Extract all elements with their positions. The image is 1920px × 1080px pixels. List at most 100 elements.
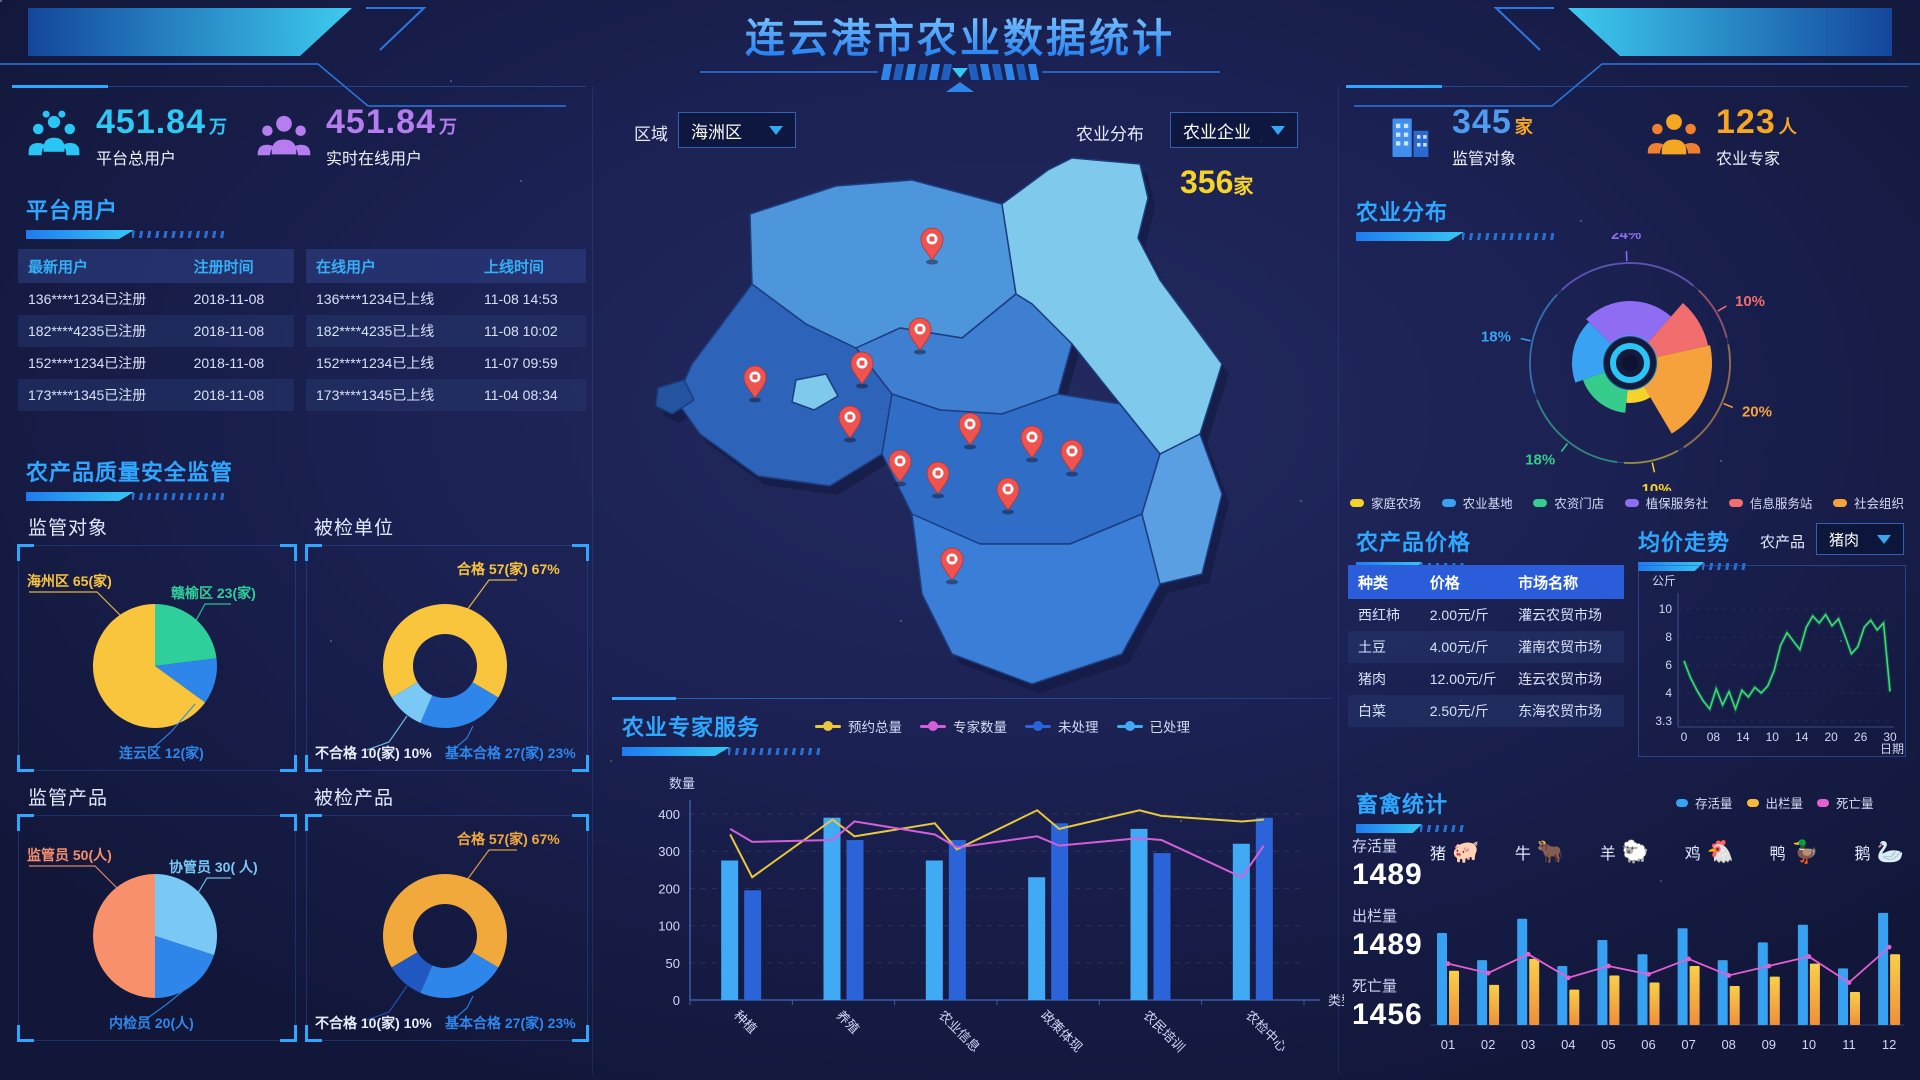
livestock-chart: 01 02 03 04 05 06 07 08 09 10 11 12 bbox=[1430, 912, 1904, 1052]
line-dead[interactable] bbox=[1447, 946, 1890, 984]
region-select[interactable]: 海洲区 bbox=[678, 112, 796, 148]
bar-alive-11[interactable] bbox=[1838, 968, 1848, 1025]
bar-pending-养殖[interactable] bbox=[846, 840, 864, 1000]
bar-out-09[interactable] bbox=[1769, 976, 1780, 1025]
table-cell: 2018-11-08 bbox=[193, 323, 265, 339]
pie-slice-协管员[interactable] bbox=[155, 874, 217, 956]
section-expert-service: 农业专家服务 bbox=[622, 710, 822, 756]
bar-done-农民培训[interactable] bbox=[1130, 828, 1148, 1000]
legend-item-植保服务社[interactable]: 植保服务社 bbox=[1624, 493, 1708, 512]
bar-pending-农民培训[interactable] bbox=[1153, 853, 1171, 1000]
pie-slice-监管员[interactable] bbox=[93, 874, 155, 998]
line-预约总量[interactable] bbox=[729, 809, 1264, 879]
bar-alive-10[interactable] bbox=[1797, 924, 1808, 1025]
bar-alive-05[interactable] bbox=[1597, 940, 1608, 1025]
map-district[interactable] bbox=[1141, 433, 1223, 585]
legend-item-存活量[interactable]: 存活量 bbox=[1676, 793, 1733, 812]
bar-pending-政策体现[interactable] bbox=[1051, 823, 1069, 1000]
animal-item-羊: 羊 🐑 bbox=[1600, 839, 1649, 865]
bar-out-11[interactable] bbox=[1850, 991, 1860, 1025]
table-cell: 灌云农贸市场 bbox=[1518, 607, 1603, 623]
pie-slice-赣榆区[interactable] bbox=[155, 604, 217, 666]
pie-slice-基本合格[interactable] bbox=[420, 682, 499, 728]
bar-alive-09[interactable] bbox=[1757, 942, 1768, 1025]
animal-item-鹅: 鹅 🦢 bbox=[1855, 839, 1904, 865]
product-select[interactable]: 猪肉 bbox=[1816, 523, 1904, 555]
legend-item-专家数量[interactable]: 专家数量 bbox=[920, 716, 1007, 736]
bar-alive-03[interactable] bbox=[1517, 918, 1528, 1025]
y-tick-label: 6 bbox=[1665, 658, 1672, 672]
bar-out-06[interactable] bbox=[1649, 982, 1660, 1025]
bar-out-02[interactable] bbox=[1489, 984, 1500, 1025]
map-district[interactable] bbox=[911, 513, 1161, 685]
bar-alive-01[interactable] bbox=[1437, 932, 1447, 1025]
legend-item-出栏量[interactable]: 出栏量 bbox=[1746, 793, 1803, 812]
map-pin-icon[interactable] bbox=[920, 227, 944, 265]
sunburst-slice-植保服务社[interactable] bbox=[1586, 301, 1672, 363]
bar-done-农检中心[interactable] bbox=[1232, 843, 1250, 1000]
bar-done-养殖[interactable] bbox=[823, 817, 841, 1000]
bar-pending-种植[interactable] bbox=[744, 890, 762, 1000]
pie-slice-合格[interactable] bbox=[383, 874, 507, 968]
bar-pending-农业信息[interactable] bbox=[948, 840, 966, 1000]
bar-out-10[interactable] bbox=[1809, 963, 1820, 1025]
map-pin-icon[interactable] bbox=[743, 365, 767, 403]
map-district[interactable] bbox=[655, 379, 695, 415]
bar-out-03[interactable] bbox=[1529, 958, 1540, 1025]
pie-slice-海州区[interactable] bbox=[93, 604, 206, 728]
map-pin-icon[interactable] bbox=[908, 317, 932, 355]
map-pin-icon[interactable] bbox=[1060, 439, 1084, 477]
slice-label: 不合格 10(家) 10% bbox=[315, 1015, 432, 1031]
pie-slice-合格[interactable] bbox=[383, 604, 507, 698]
legend-item-信息服务站[interactable]: 信息服务站 bbox=[1728, 493, 1812, 512]
bar-out-12[interactable] bbox=[1890, 954, 1901, 1025]
pie-slice-连云区[interactable] bbox=[155, 658, 217, 703]
map-pin-icon[interactable] bbox=[940, 547, 964, 585]
pie-slice-不合格[interactable] bbox=[391, 682, 433, 723]
legend-item-农业基地[interactable]: 农业基地 bbox=[1441, 493, 1513, 512]
bar-out-07[interactable] bbox=[1689, 966, 1700, 1025]
pie-slice-基本合格[interactable] bbox=[420, 952, 499, 998]
bar-pending-农检中心[interactable] bbox=[1255, 817, 1273, 1000]
map-pin-icon[interactable] bbox=[1020, 425, 1044, 463]
map-pin-icon[interactable] bbox=[850, 351, 874, 389]
bar-out-05[interactable] bbox=[1609, 975, 1620, 1025]
bar-out-01[interactable] bbox=[1449, 970, 1459, 1025]
bar-alive-02[interactable] bbox=[1477, 960, 1488, 1025]
legend-item-农资门店[interactable]: 农资门店 bbox=[1533, 493, 1604, 512]
price-line[interactable] bbox=[1683, 613, 1891, 712]
table-row: 182****4235已注册 2018-11-08 bbox=[18, 315, 294, 347]
bar-out-04[interactable] bbox=[1569, 989, 1580, 1025]
map-pin-icon[interactable] bbox=[996, 477, 1020, 515]
map-pin-icon[interactable] bbox=[926, 461, 950, 499]
bar-alive-07[interactable] bbox=[1677, 928, 1688, 1025]
legend-item-家庭农场[interactable]: 家庭农场 bbox=[1350, 493, 1421, 512]
legend-item-预约总量[interactable]: 预约总量 bbox=[815, 716, 902, 736]
table-row: 猪肉 12.00元/斤 连云农贸市场 bbox=[1348, 663, 1624, 695]
section-livestock: 畜禽统计 bbox=[1356, 787, 1468, 833]
pie-slice-不合格[interactable] bbox=[391, 952, 433, 993]
map-pin-icon[interactable] bbox=[838, 405, 862, 443]
distribution-select[interactable]: 农业企业 bbox=[1170, 112, 1298, 148]
bar-done-农业信息[interactable] bbox=[925, 860, 943, 1001]
bar-alive-04[interactable] bbox=[1557, 966, 1568, 1025]
bar-out-08[interactable] bbox=[1729, 986, 1740, 1025]
right-panel: 345 家 监管对象 123 人 农业专家 农业分布 24% 1 bbox=[1346, 85, 1908, 1077]
map-pin-icon[interactable] bbox=[888, 449, 912, 487]
bar-alive-08[interactable] bbox=[1717, 960, 1728, 1025]
legend-item-已处理[interactable]: 已处理 bbox=[1116, 716, 1190, 736]
legend-label: 未处理 bbox=[1058, 720, 1099, 735]
map-district[interactable] bbox=[791, 373, 839, 411]
legend-item-死亡量[interactable]: 死亡量 bbox=[1817, 793, 1874, 812]
legend-item-未处理[interactable]: 未处理 bbox=[1025, 716, 1099, 736]
map-pin-icon[interactable] bbox=[958, 412, 982, 450]
line-专家数量[interactable] bbox=[729, 820, 1265, 879]
bar-alive-12[interactable] bbox=[1878, 912, 1889, 1025]
pie-slice-内检员[interactable] bbox=[155, 936, 214, 998]
bar-alive-06[interactable] bbox=[1637, 954, 1648, 1025]
legend-item-社会组织[interactable]: 社会组织 bbox=[1832, 493, 1904, 512]
bar-done-种植[interactable] bbox=[721, 860, 739, 1001]
bar-done-政策体现[interactable] bbox=[1028, 877, 1046, 1000]
table-cell: 152****1234已注册 bbox=[28, 355, 147, 371]
stat-value: 123 bbox=[1716, 103, 1776, 141]
